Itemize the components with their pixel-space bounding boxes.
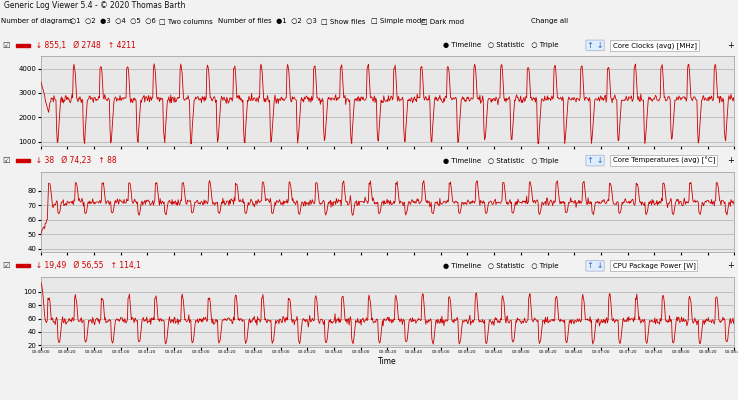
- X-axis label: Time: Time: [378, 357, 397, 366]
- Text: ↑ ↓: ↑ ↓: [587, 261, 604, 270]
- FancyArrow shape: [16, 264, 30, 268]
- Text: ↓ 855,1   Ø 2748   ↑ 4211: ↓ 855,1 Ø 2748 ↑ 4211: [31, 41, 136, 50]
- Text: Number of files  ●1  ○2  ○3: Number of files ●1 ○2 ○3: [218, 18, 317, 24]
- Text: +: +: [727, 261, 734, 270]
- Text: CPU Package Power [W]: CPU Package Power [W]: [613, 262, 695, 269]
- FancyArrow shape: [16, 44, 30, 47]
- Text: □ Show files: □ Show files: [321, 18, 365, 24]
- Text: ☑: ☑: [2, 41, 10, 50]
- Text: ☑: ☑: [2, 261, 10, 270]
- Text: □ Two columns: □ Two columns: [159, 18, 213, 24]
- Text: ● Timeline   ○ Statistic   ○ Triple: ● Timeline ○ Statistic ○ Triple: [443, 263, 559, 269]
- Text: □ Dark mod: □ Dark mod: [421, 18, 464, 24]
- Text: +: +: [727, 156, 734, 165]
- FancyArrow shape: [16, 159, 30, 162]
- Text: Number of diagrams: Number of diagrams: [1, 18, 73, 24]
- Text: Core Clocks (avg) [MHz]: Core Clocks (avg) [MHz]: [613, 42, 697, 49]
- Text: Change all: Change all: [531, 18, 568, 24]
- Text: ○1  ○2  ●3  ○4  ○5  ○6: ○1 ○2 ●3 ○4 ○5 ○6: [70, 18, 156, 24]
- Text: ● Timeline   ○ Statistic   ○ Triple: ● Timeline ○ Statistic ○ Triple: [443, 158, 559, 164]
- Text: Generic Log Viewer 5.4 - © 2020 Thomas Barth: Generic Log Viewer 5.4 - © 2020 Thomas B…: [4, 1, 185, 10]
- Text: +: +: [727, 41, 734, 50]
- Text: ↑ ↓: ↑ ↓: [587, 156, 604, 165]
- Text: ↑ ↓: ↑ ↓: [587, 41, 604, 50]
- Text: □ Simple mode: □ Simple mode: [371, 18, 426, 24]
- Text: Core Temperatures (avg) [°C]: Core Temperatures (avg) [°C]: [613, 157, 715, 164]
- Text: ↓ 19,49   Ø 56,55   ↑ 114,1: ↓ 19,49 Ø 56,55 ↑ 114,1: [31, 261, 141, 270]
- Text: ☑: ☑: [2, 156, 10, 165]
- Text: ● Timeline   ○ Statistic   ○ Triple: ● Timeline ○ Statistic ○ Triple: [443, 42, 559, 48]
- Text: ↓ 38   Ø 74,23   ↑ 88: ↓ 38 Ø 74,23 ↑ 88: [31, 156, 117, 165]
